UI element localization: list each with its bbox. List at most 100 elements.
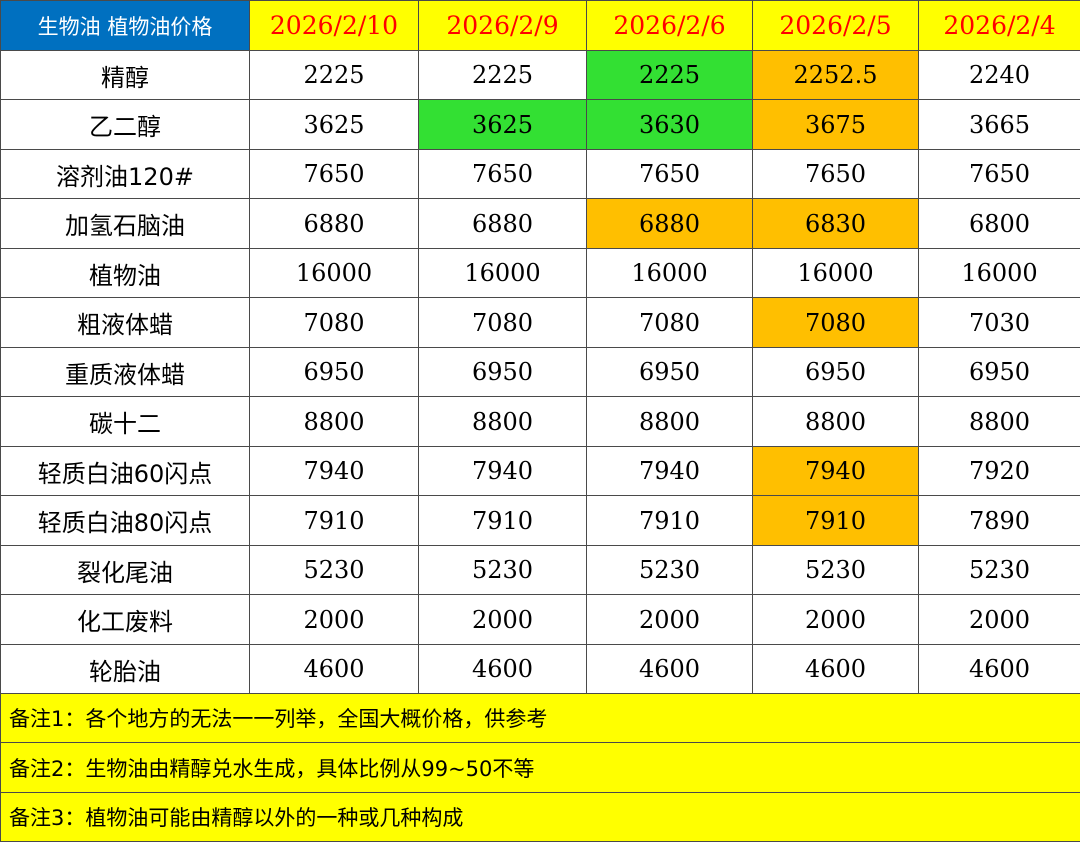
price-cell: 2000 bbox=[587, 595, 753, 645]
price-cell: 7030 bbox=[919, 298, 1080, 348]
price-cell: 7080 bbox=[250, 298, 419, 348]
price-cell: 8800 bbox=[419, 397, 587, 447]
table-row: 轮胎油 4600 4600 4600 4600 4600 bbox=[1, 645, 1080, 694]
note-2: 备注2：生物油由精醇兑水生成，具体比例从99~50不等 bbox=[1, 743, 1080, 793]
date-header: 2026/2/4 bbox=[919, 1, 1080, 51]
price-cell: 7910 bbox=[419, 496, 587, 546]
price-cell: 6950 bbox=[919, 348, 1080, 397]
price-cell: 8800 bbox=[919, 397, 1080, 447]
price-cell: 8800 bbox=[250, 397, 419, 447]
price-cell: 5230 bbox=[587, 546, 753, 595]
table-row: 溶剂油120# 7650 7650 7650 7650 7650 bbox=[1, 150, 1080, 199]
price-cell: 7650 bbox=[587, 150, 753, 199]
price-cell: 6950 bbox=[419, 348, 587, 397]
note-row: 备注1：各个地方的无法一一列举，全国大概价格，供参考 bbox=[1, 694, 1080, 743]
price-cell: 3665 bbox=[919, 100, 1080, 150]
product-name: 化工废料 bbox=[1, 595, 250, 645]
price-cell: 2240 bbox=[919, 51, 1080, 100]
price-cell-highlight-green: 3630 bbox=[587, 100, 753, 150]
price-cell: 7940 bbox=[250, 447, 419, 496]
note-1: 备注1：各个地方的无法一一列举，全国大概价格，供参考 bbox=[1, 694, 1080, 743]
price-cell: 7650 bbox=[753, 150, 919, 199]
price-cell: 7940 bbox=[587, 447, 753, 496]
price-cell: 2225 bbox=[250, 51, 419, 100]
price-cell: 7890 bbox=[919, 496, 1080, 546]
price-cell: 7650 bbox=[919, 150, 1080, 199]
price-cell: 7920 bbox=[919, 447, 1080, 496]
table-row: 化工废料 2000 2000 2000 2000 2000 bbox=[1, 595, 1080, 645]
price-cell: 16000 bbox=[587, 249, 753, 298]
price-cell: 16000 bbox=[919, 249, 1080, 298]
price-cell: 6950 bbox=[250, 348, 419, 397]
date-header: 2026/2/5 bbox=[753, 1, 919, 51]
header-row: 生物油 植物油价格 2026/2/10 2026/2/9 2026/2/6 20… bbox=[1, 1, 1080, 51]
price-cell: 2000 bbox=[419, 595, 587, 645]
price-cell: 6880 bbox=[250, 199, 419, 249]
table-row: 精醇 2225 2225 2225 2252.5 2240 bbox=[1, 51, 1080, 100]
price-cell-highlight-green: 3625 bbox=[419, 100, 587, 150]
table-row: 轻质白油80闪点 7910 7910 7910 7910 7890 bbox=[1, 496, 1080, 546]
price-cell: 16000 bbox=[419, 249, 587, 298]
date-header: 2026/2/9 bbox=[419, 1, 587, 51]
product-name: 轻质白油60闪点 bbox=[1, 447, 250, 496]
product-name: 加氢石脑油 bbox=[1, 199, 250, 249]
price-cell: 3625 bbox=[250, 100, 419, 150]
price-cell: 2000 bbox=[919, 595, 1080, 645]
table-title: 生物油 植物油价格 bbox=[1, 1, 250, 51]
product-name: 重质液体蜡 bbox=[1, 348, 250, 397]
price-cell: 5230 bbox=[419, 546, 587, 595]
note-3: 备注3：植物油可能由精醇以外的一种或几种构成 bbox=[1, 793, 1080, 842]
table-row: 乙二醇 3625 3625 3630 3675 3665 bbox=[1, 100, 1080, 150]
table-row: 裂化尾油 5230 5230 5230 5230 5230 bbox=[1, 546, 1080, 595]
price-cell: 8800 bbox=[587, 397, 753, 447]
price-cell: 7910 bbox=[250, 496, 419, 546]
price-cell: 4600 bbox=[919, 645, 1080, 694]
product-name: 轮胎油 bbox=[1, 645, 250, 694]
price-cell: 7080 bbox=[587, 298, 753, 348]
price-cell: 4600 bbox=[753, 645, 919, 694]
table-row: 碳十二 8800 8800 8800 8800 8800 bbox=[1, 397, 1080, 447]
product-name: 溶剂油120# bbox=[1, 150, 250, 199]
price-cell: 16000 bbox=[250, 249, 419, 298]
price-cell-highlight-orange: 2252.5 bbox=[753, 51, 919, 100]
price-cell: 8800 bbox=[753, 397, 919, 447]
price-cell: 2000 bbox=[250, 595, 419, 645]
price-cell-highlight-orange: 6830 bbox=[753, 199, 919, 249]
price-cell: 4600 bbox=[250, 645, 419, 694]
price-cell: 16000 bbox=[753, 249, 919, 298]
table-row: 植物油 16000 16000 16000 16000 16000 bbox=[1, 249, 1080, 298]
price-cell: 6800 bbox=[919, 199, 1080, 249]
note-row: 备注3：植物油可能由精醇以外的一种或几种构成 bbox=[1, 793, 1080, 842]
product-name: 碳十二 bbox=[1, 397, 250, 447]
price-cell-highlight-orange: 3675 bbox=[753, 100, 919, 150]
price-cell: 6950 bbox=[587, 348, 753, 397]
price-cell: 5230 bbox=[250, 546, 419, 595]
price-cell: 4600 bbox=[419, 645, 587, 694]
price-cell: 6950 bbox=[753, 348, 919, 397]
product-name: 轻质白油80闪点 bbox=[1, 496, 250, 546]
product-name: 精醇 bbox=[1, 51, 250, 100]
price-cell: 2225 bbox=[419, 51, 587, 100]
price-cell: 7080 bbox=[419, 298, 587, 348]
table-row: 加氢石脑油 6880 6880 6880 6830 6800 bbox=[1, 199, 1080, 249]
product-name: 粗液体蜡 bbox=[1, 298, 250, 348]
price-cell: 2000 bbox=[753, 595, 919, 645]
price-cell-highlight-orange: 6880 bbox=[587, 199, 753, 249]
price-cell-highlight-orange: 7910 bbox=[753, 496, 919, 546]
price-cell: 5230 bbox=[753, 546, 919, 595]
table-row: 重质液体蜡 6950 6950 6950 6950 6950 bbox=[1, 348, 1080, 397]
price-cell: 7940 bbox=[419, 447, 587, 496]
price-cell: 7650 bbox=[419, 150, 587, 199]
price-cell: 5230 bbox=[919, 546, 1080, 595]
price-cell: 4600 bbox=[587, 645, 753, 694]
product-name: 植物油 bbox=[1, 249, 250, 298]
product-name: 裂化尾油 bbox=[1, 546, 250, 595]
date-header: 2026/2/6 bbox=[587, 1, 753, 51]
price-cell-highlight-orange: 7080 bbox=[753, 298, 919, 348]
price-cell-highlight-orange: 7940 bbox=[753, 447, 919, 496]
table-row: 粗液体蜡 7080 7080 7080 7080 7030 bbox=[1, 298, 1080, 348]
price-cell: 6880 bbox=[419, 199, 587, 249]
date-header: 2026/2/10 bbox=[250, 1, 419, 51]
price-cell-highlight-green: 2225 bbox=[587, 51, 753, 100]
